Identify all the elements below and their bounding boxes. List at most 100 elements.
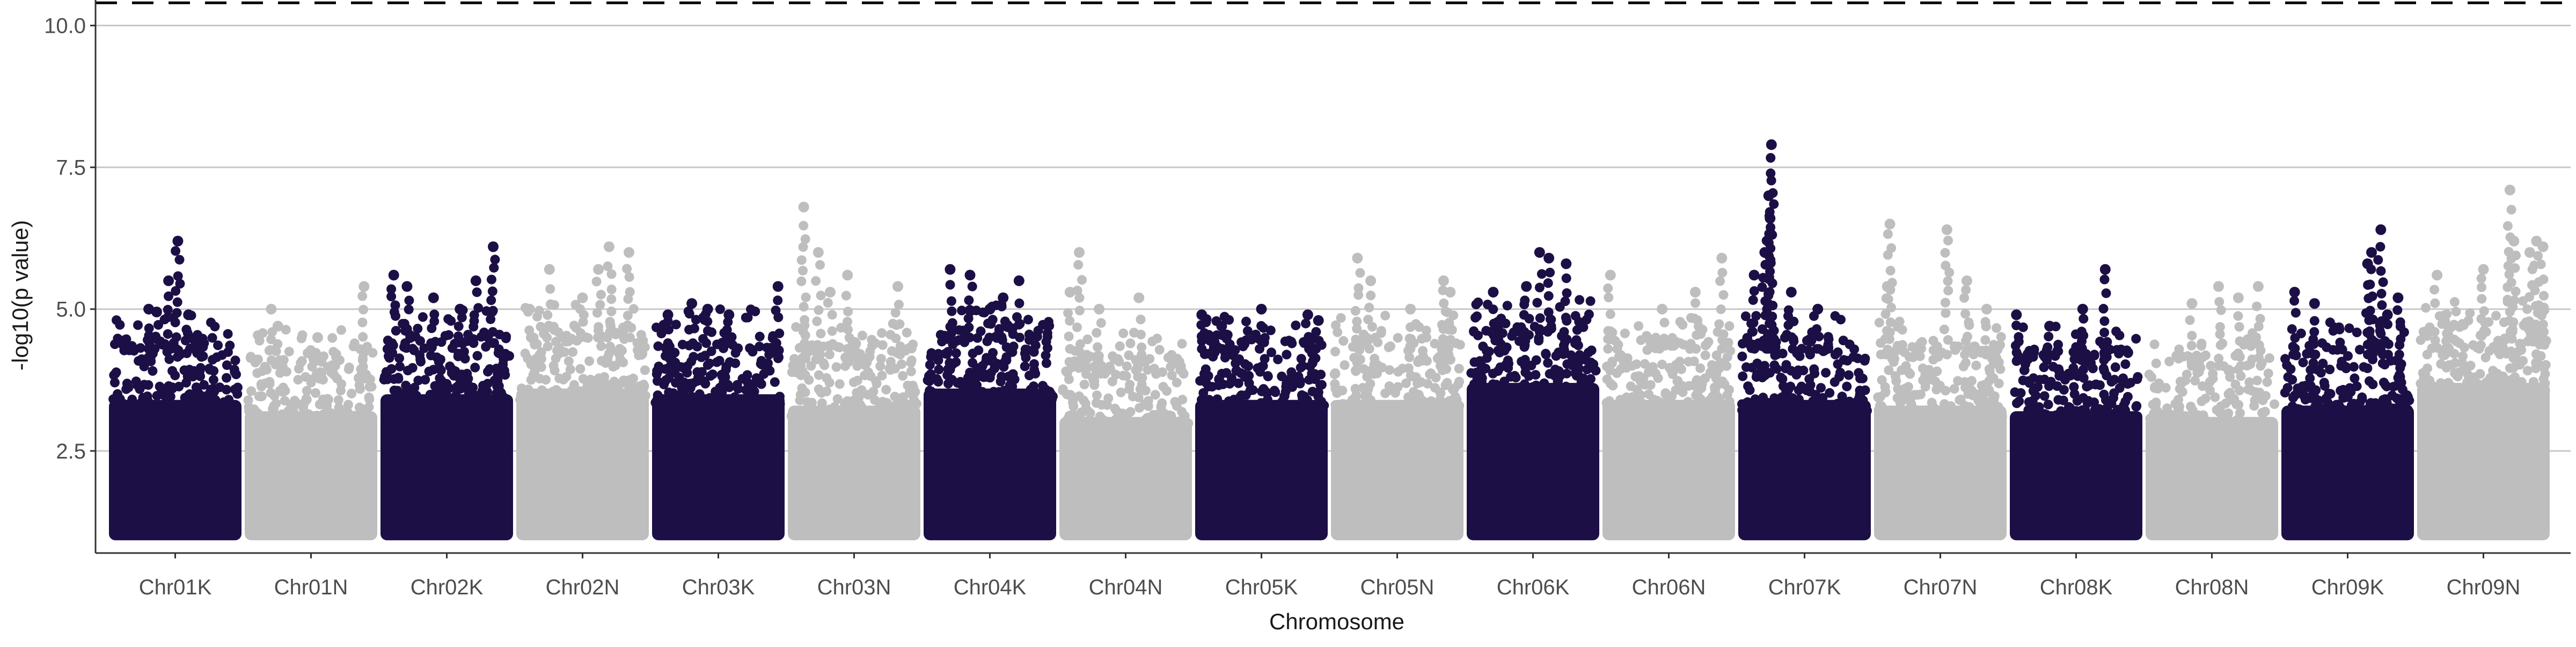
snp-point [1197, 344, 1207, 354]
peak-point [1766, 139, 1777, 150]
snp-point [2066, 370, 2075, 381]
snp-point [1007, 370, 1017, 380]
snp-point [664, 398, 674, 408]
snp-point [256, 391, 266, 402]
snp-point [2069, 417, 2080, 427]
snp-point [1645, 380, 1656, 390]
snp-point [2455, 384, 2465, 394]
snp-point [724, 338, 735, 348]
snp-point [2333, 399, 2344, 410]
snp-point [1077, 275, 1087, 285]
snp-point [2380, 360, 2390, 370]
snp-point [2251, 332, 2262, 343]
snp-point [800, 234, 810, 244]
snp-point [2109, 388, 2119, 398]
snp-point [811, 276, 821, 286]
snp-point [442, 379, 452, 389]
snp-point [1760, 406, 1770, 416]
snp-point [1075, 339, 1085, 349]
snp-point [1813, 402, 1824, 412]
snp-point [618, 358, 628, 367]
snp-point [1417, 333, 1427, 344]
snp-point [1788, 344, 1798, 354]
snp-point [2506, 278, 2516, 288]
snp-point [2454, 367, 2464, 377]
snp-point [2420, 326, 2431, 337]
snp-point [175, 279, 185, 289]
snp-point [1586, 374, 1596, 384]
snp-point [733, 384, 743, 394]
snp-point [1008, 341, 1019, 352]
snp-point [823, 298, 833, 308]
snp-point [167, 366, 178, 376]
snp-point [2522, 304, 2533, 314]
snp-point [357, 291, 368, 301]
snp-point [1172, 377, 1182, 388]
snp-point [1652, 396, 1662, 405]
snp-point [367, 382, 377, 392]
snp-point [890, 364, 900, 374]
peak-point [2233, 292, 2244, 303]
snp-point [964, 295, 974, 306]
snp-point [208, 375, 218, 385]
snp-point [906, 366, 916, 376]
snp-point [188, 372, 198, 382]
snp-point [2364, 315, 2374, 325]
snp-point [1543, 278, 1553, 288]
snp-point [1700, 340, 1710, 351]
snp-point [1433, 402, 1444, 412]
snp-point [547, 392, 558, 402]
snp-point [390, 300, 400, 310]
snp-point [827, 326, 837, 336]
snp-point [1675, 338, 1685, 348]
y-tick-label: 7.5 [56, 156, 86, 180]
snp-point [1571, 335, 1582, 345]
snp-point [1791, 369, 1802, 380]
snp-point [115, 394, 125, 404]
snp-point [1695, 363, 1706, 373]
snp-point [1943, 236, 1953, 245]
snp-point [1301, 318, 1311, 329]
snp-point [2522, 366, 2533, 376]
snp-point [469, 338, 479, 348]
snp-point [1928, 336, 1938, 346]
snp-point [2101, 288, 2111, 299]
snp-point [1971, 344, 1981, 354]
snp-point [2084, 380, 2095, 390]
snp-point [463, 374, 473, 384]
snp-point [673, 399, 683, 409]
snp-point [1362, 372, 1372, 382]
snp-point [2352, 328, 2362, 338]
snp-point [1605, 309, 1615, 319]
peak-point [312, 332, 323, 343]
snp-point [1769, 360, 1780, 370]
snp-point [283, 408, 293, 418]
snp-point [944, 332, 954, 343]
snp-point [1092, 390, 1102, 401]
snp-point [890, 391, 900, 402]
snp-point [1482, 353, 1492, 363]
snp-point [751, 400, 760, 410]
snp-point [293, 375, 303, 385]
snp-point [2375, 242, 2385, 252]
snp-point [2395, 372, 2405, 382]
snp-point [280, 396, 290, 406]
snp-point [2106, 416, 2116, 426]
snp-point [1767, 320, 1777, 330]
snp-point [550, 366, 560, 376]
snp-point [1296, 354, 1306, 364]
snp-point [1158, 382, 1168, 392]
snp-point [111, 367, 121, 377]
peak-point [662, 309, 674, 321]
snp-point [1579, 388, 1590, 398]
snp-point [1562, 359, 1572, 369]
peak-point [702, 303, 713, 315]
snp-point [1881, 293, 1891, 303]
peak-point [813, 247, 824, 258]
snp-point [2024, 378, 2035, 388]
snp-point [1373, 360, 1383, 370]
snp-point [714, 355, 724, 366]
snp-point [2150, 383, 2160, 393]
snp-point [895, 350, 905, 360]
snp-point [2132, 374, 2142, 384]
